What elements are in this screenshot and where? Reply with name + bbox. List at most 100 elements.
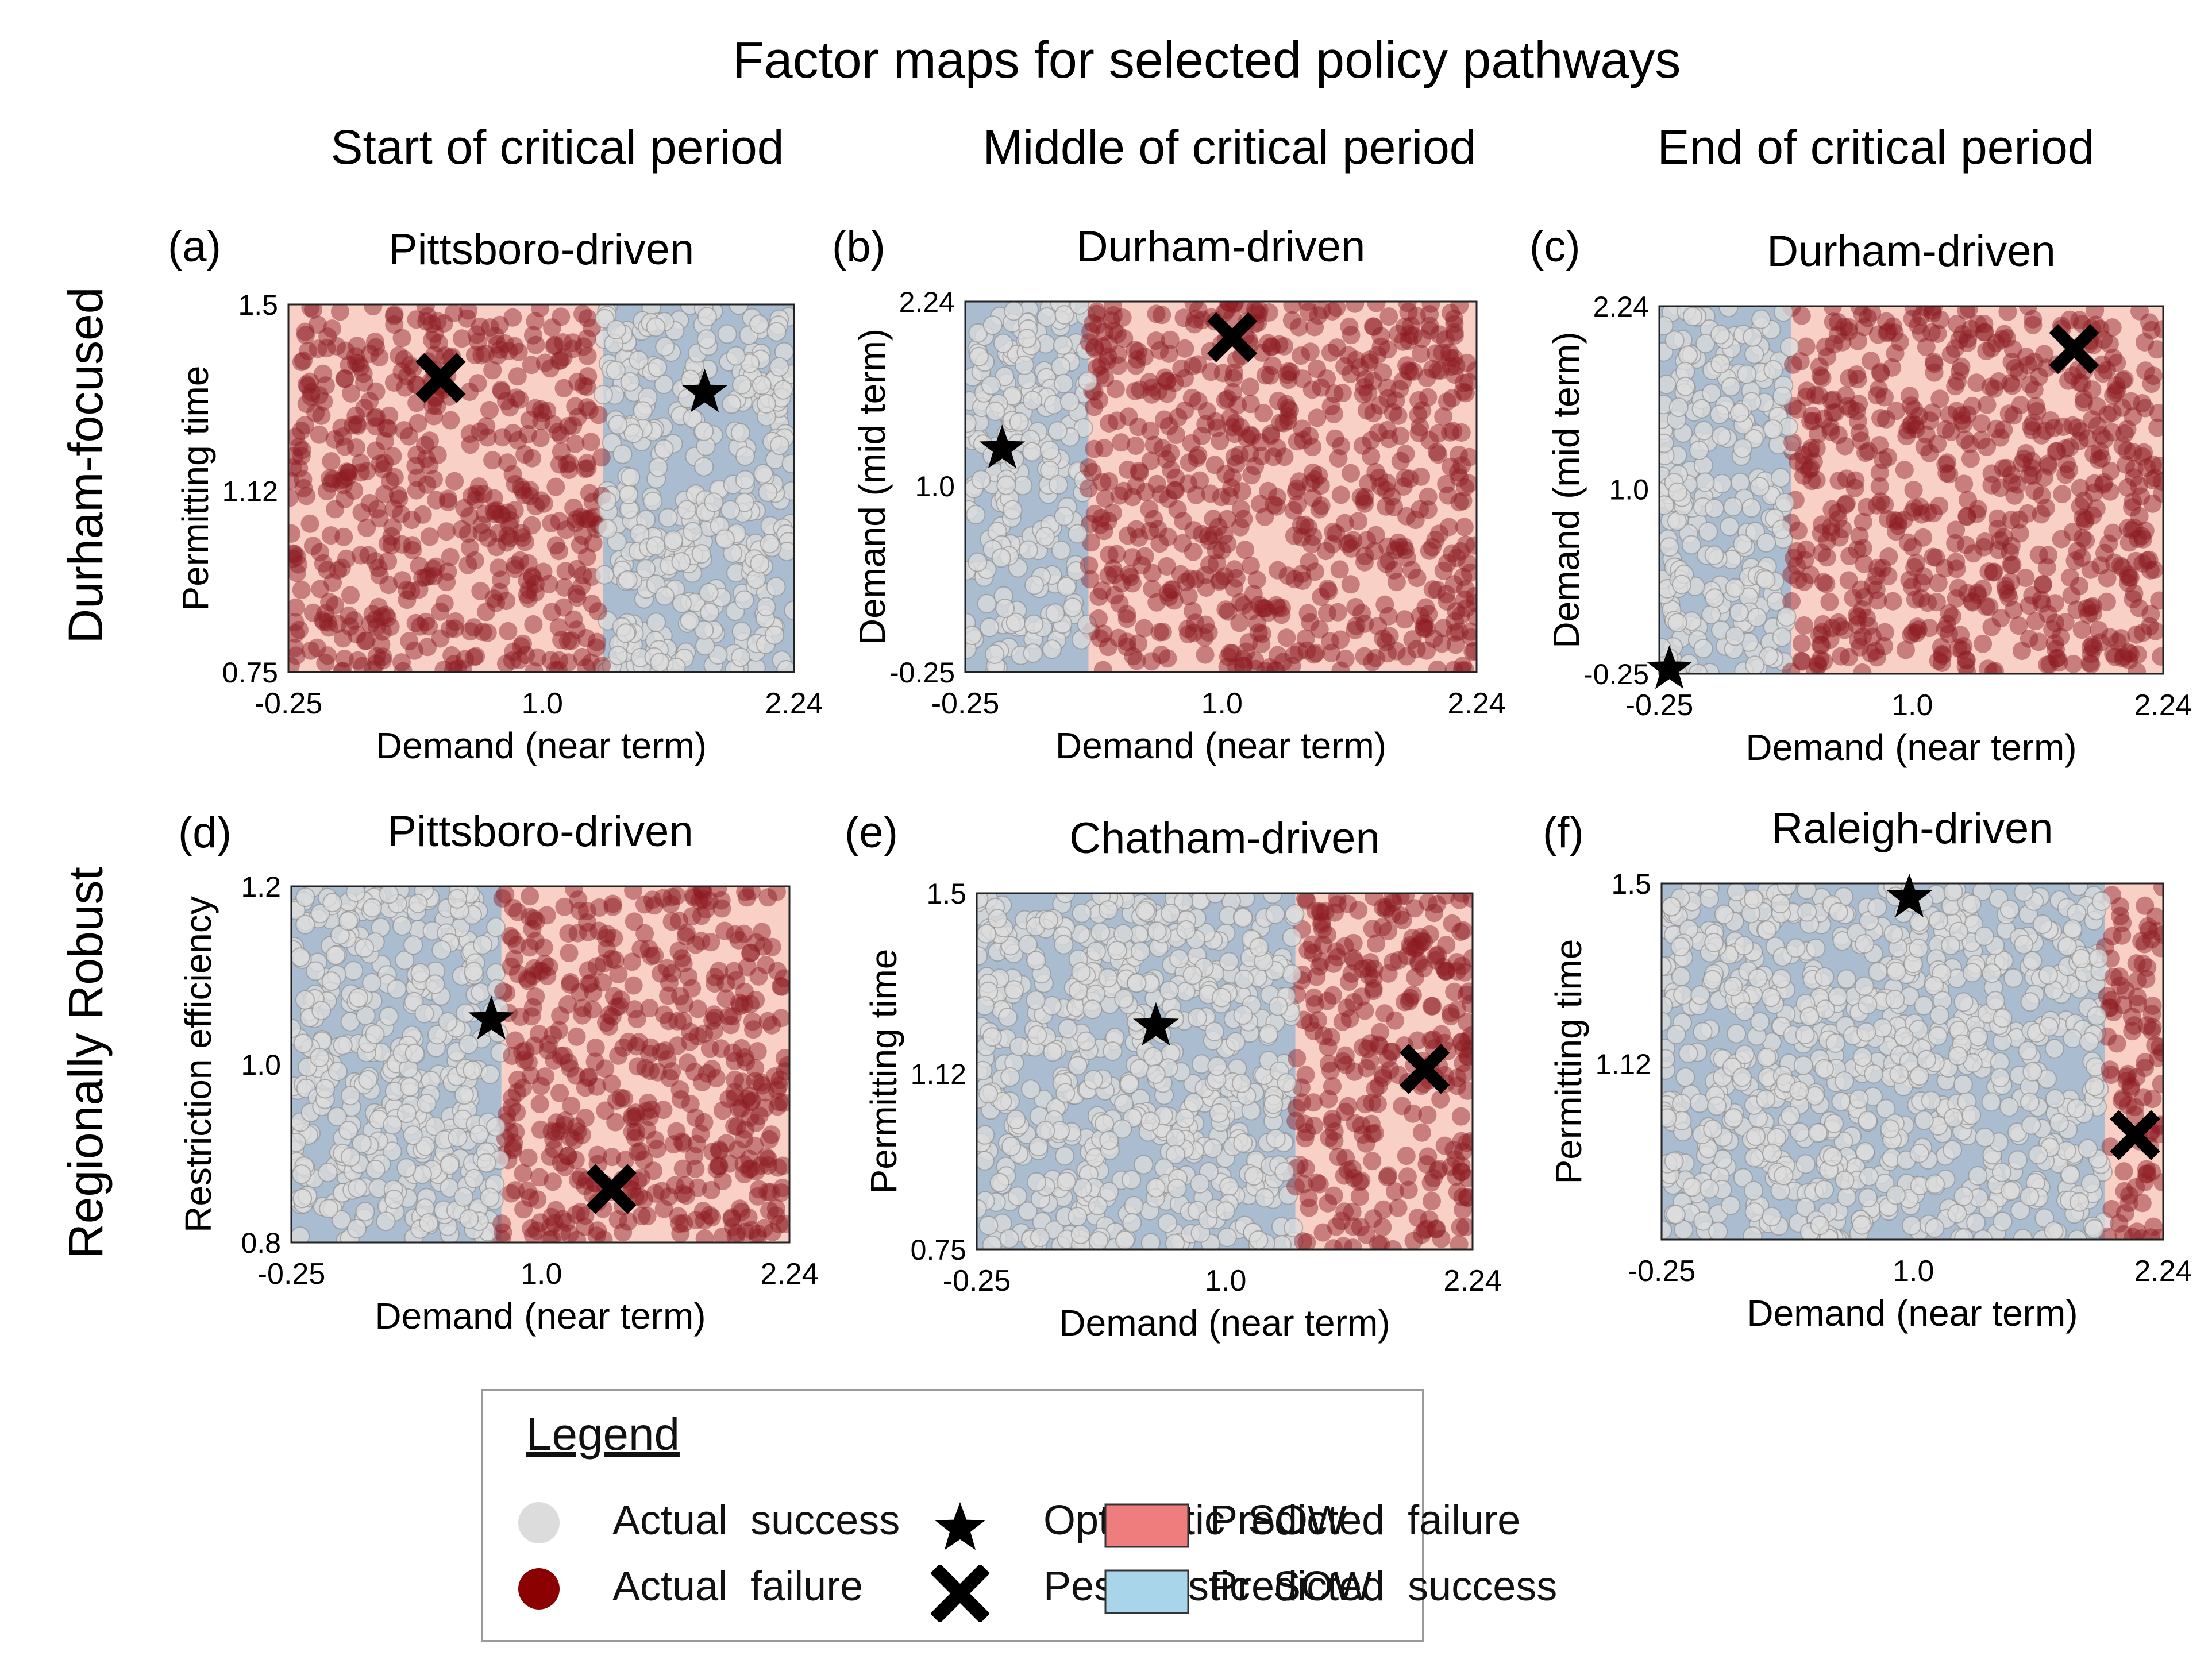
actual-failure-point — [392, 362, 411, 381]
actual-failure-point — [1378, 379, 1397, 397]
actual-success-point — [1176, 920, 1196, 940]
actual-failure-point — [288, 646, 306, 665]
actual-failure-point — [1448, 463, 1467, 482]
actual-failure-point — [532, 412, 551, 431]
actual-failure-point — [378, 534, 397, 553]
actual-failure-point — [1447, 356, 1466, 375]
actual-failure-point — [1278, 407, 1297, 426]
actual-success-point — [1006, 1109, 1026, 1129]
actual-success-point — [1024, 614, 1044, 634]
x-tick-label: -0.25 — [1625, 689, 1694, 722]
actual-failure-point — [1829, 613, 1848, 632]
actual-failure-point — [2038, 605, 2057, 624]
actual-failure-point — [1373, 918, 1392, 937]
actual-failure-point — [730, 1199, 749, 1218]
actual-failure-point — [1415, 959, 1433, 978]
actual-failure-point — [549, 423, 568, 442]
actual-failure-point — [1304, 463, 1322, 482]
actual-failure-point — [1841, 399, 1860, 418]
actual-failure-point — [567, 1205, 585, 1224]
actual-failure-point — [569, 890, 588, 909]
actual-failure-point — [1361, 1034, 1380, 1053]
actual-failure-point — [1397, 647, 1416, 666]
y-tick-label: 1.0 — [915, 470, 955, 503]
actual-failure-point — [1163, 580, 1182, 599]
actual-failure-point — [542, 1207, 561, 1226]
actual-failure-point — [1344, 531, 1363, 550]
actual-failure-point — [652, 964, 670, 983]
actual-failure-point — [552, 1047, 571, 1066]
x-tick-label: 1.0 — [521, 1257, 562, 1291]
actual-failure-point — [300, 372, 319, 391]
actual-failure-point — [632, 1206, 651, 1225]
actual-failure-point — [558, 995, 577, 1014]
actual-failure-point — [626, 1128, 645, 1147]
actual-failure-point — [2119, 651, 2138, 670]
actual-failure-point — [367, 338, 385, 357]
actual-failure-point — [2003, 376, 2022, 395]
actual-failure-point — [1803, 406, 1822, 425]
actual-failure-point — [1822, 517, 1840, 536]
actual-failure-point — [1174, 511, 1193, 530]
actual-failure-point — [644, 1161, 663, 1180]
actual-failure-point — [768, 962, 787, 981]
column-title-middle: Middle of critical period — [982, 120, 1476, 174]
actual-failure-point — [1848, 615, 1867, 634]
actual-failure-point — [409, 414, 427, 433]
actual-failure-point — [1848, 331, 1867, 350]
actual-failure-point — [755, 1219, 774, 1238]
actual-failure-point — [763, 1222, 782, 1241]
actual-failure-point — [2141, 561, 2160, 580]
actual-failure-point — [1836, 386, 1855, 405]
actual-success-point — [704, 492, 724, 512]
actual-failure-point — [576, 1176, 595, 1195]
actual-failure-point — [295, 416, 314, 435]
actual-failure-point — [670, 1080, 689, 1099]
actual-failure-point — [1959, 329, 1978, 348]
actual-failure-point — [646, 1130, 665, 1149]
actual-failure-point — [1930, 496, 1949, 515]
actual-failure-point — [1293, 369, 1312, 388]
actual-failure-point — [707, 1160, 726, 1179]
actual-failure-point — [2128, 662, 2147, 674]
actual-failure-point — [2041, 411, 2060, 430]
actual-failure-point — [1863, 306, 1882, 322]
actual-failure-point — [1817, 548, 1836, 567]
actual-failure-point — [2056, 613, 2075, 632]
actual-success-point — [731, 622, 752, 642]
actual-failure-point — [521, 487, 539, 505]
actual-failure-point — [1993, 330, 2011, 349]
actual-success-point — [486, 917, 506, 937]
actual-failure-point — [1311, 476, 1330, 495]
actual-failure-point — [1447, 1167, 1466, 1186]
actual-failure-point — [542, 603, 561, 622]
actual-failure-point — [608, 1210, 627, 1229]
actual-failure-point — [1929, 651, 1948, 670]
actual-failure-point — [1370, 1022, 1389, 1041]
actual-failure-point — [503, 465, 522, 484]
actual-failure-point — [1789, 521, 1808, 540]
actual-failure-point — [741, 995, 760, 1014]
actual-failure-point — [1340, 1009, 1359, 1028]
actual-failure-point — [458, 524, 477, 543]
actual-success-point — [1130, 941, 1150, 962]
actual-failure-point — [1179, 474, 1198, 493]
actual-failure-point — [1292, 346, 1311, 365]
actual-failure-point — [1318, 991, 1337, 1010]
actual-failure-point — [521, 1066, 540, 1085]
actual-success-point — [291, 1164, 311, 1184]
actual-success-point — [464, 962, 484, 982]
actual-failure-point — [1316, 542, 1335, 561]
actual-failure-point — [1945, 339, 1964, 358]
actual-failure-point — [1362, 431, 1381, 450]
actual-success-point — [338, 1121, 359, 1141]
actual-failure-point — [1353, 1125, 1372, 1144]
actual-failure-point — [1209, 518, 1228, 537]
actual-failure-point — [1952, 406, 1971, 425]
actual-failure-point — [1325, 1132, 1344, 1151]
actual-failure-point — [1369, 1035, 1388, 1054]
actual-failure-point — [418, 307, 437, 326]
actual-success-point — [1035, 527, 1055, 547]
actual-failure-point — [2026, 612, 2045, 631]
actual-failure-point — [692, 906, 711, 925]
